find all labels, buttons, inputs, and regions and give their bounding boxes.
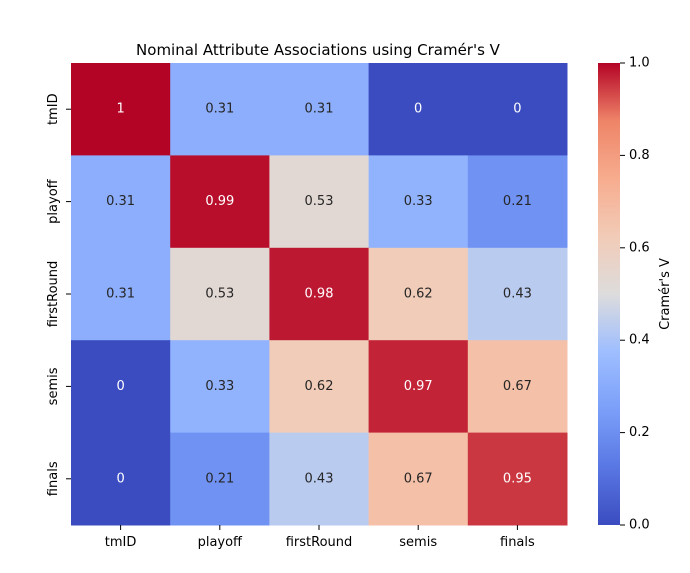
- heatmap-cell: [170, 340, 270, 434]
- cell-value-label: 0.31: [205, 102, 234, 117]
- cell-value-label: 0.53: [205, 287, 234, 302]
- heatmap-cell: [71, 63, 171, 156]
- heatmap-cell: [368, 155, 469, 249]
- cell-value-label: 0.99: [205, 194, 234, 209]
- heatmap-cell: [269, 340, 370, 434]
- colorbar-tick-label: 0.4: [629, 333, 650, 348]
- cell-value-label: 0.62: [305, 379, 334, 394]
- cell-value-label: 0.67: [404, 471, 433, 486]
- colorbar-label: Cramér's V: [658, 258, 673, 330]
- heatmap-cell: [269, 432, 370, 526]
- chart-title: Nominal Attribute Associations using Cra…: [136, 41, 501, 59]
- heatmap-cell: [71, 340, 171, 434]
- heatmap-cell: [170, 155, 270, 249]
- x-tick-label: finals: [500, 535, 535, 550]
- cell-value-label: 0: [116, 471, 124, 486]
- heatmap-cell: [170, 247, 270, 341]
- heatmap-cell: [467, 247, 568, 341]
- heatmap-cell: [71, 247, 171, 341]
- y-tick-label: firstRound: [46, 261, 61, 328]
- heatmap-cell: [368, 432, 469, 526]
- heatmap-cell: [269, 247, 370, 341]
- colorbar: 0.0 0.2 0.4 0.6 0.8 1.0: [598, 56, 650, 533]
- x-tick-label: playoff: [198, 535, 243, 550]
- colorbar-gradient: [598, 63, 620, 525]
- colorbar-tick-label: 0.2: [629, 425, 650, 440]
- cell-value-label: 1: [116, 102, 124, 117]
- y-tick-label: semis: [46, 367, 61, 405]
- x-tick-label: tmID: [105, 535, 137, 550]
- heatmap-cell: [467, 340, 568, 434]
- heatmap-cell: [170, 63, 270, 156]
- cell-value-label: 0.31: [305, 102, 334, 117]
- cell-value-label: 0.33: [205, 379, 234, 394]
- x-tick-label: firstRound: [286, 535, 353, 550]
- heatmap-cell: [368, 247, 469, 341]
- cell-value-label: 0.33: [404, 194, 433, 209]
- y-tick-label: tmID: [46, 93, 61, 125]
- cell-value-label: 0.43: [503, 287, 532, 302]
- heatmap-cells: 1 0.31 0.31 0 0 0.31 0.99 0.53 0.33 0.21 0.31 0.53 0…: [71, 63, 568, 526]
- heatmap-cell: [467, 63, 568, 156]
- cell-value-label: 0: [513, 102, 521, 117]
- cell-value-label: 0.62: [404, 287, 433, 302]
- heatmap-cell: [71, 155, 171, 249]
- y-tick-label: finals: [46, 461, 61, 496]
- cell-value-label: 0.21: [503, 194, 532, 209]
- colorbar-tick-label: 1.0: [629, 56, 650, 71]
- x-tick-label: semis: [399, 535, 437, 550]
- cell-value-label: 0.43: [305, 471, 334, 486]
- y-axis: tmID playoff firstRound semis finals: [46, 93, 71, 496]
- colorbar-tick-label: 0.6: [629, 240, 650, 255]
- heatmap-cell: [467, 155, 568, 249]
- cell-value-label: 0.21: [205, 471, 234, 486]
- cell-value-label: 0.97: [404, 379, 433, 394]
- colorbar-tick-label: 0.0: [629, 518, 650, 533]
- heatmap-cell: [368, 63, 469, 156]
- cell-value-label: 0.31: [106, 287, 135, 302]
- cell-value-label: 0: [414, 102, 422, 117]
- cell-value-label: 0.95: [503, 471, 532, 486]
- y-tick-label: playoff: [46, 178, 61, 223]
- x-axis: tmID playoff firstRound semis finals: [105, 525, 535, 550]
- heatmap-cell: [269, 63, 370, 156]
- heatmap-cell: [269, 155, 370, 249]
- cell-value-label: 0.31: [106, 194, 135, 209]
- heatmap-cell: [467, 432, 568, 526]
- heatmap-cell: [368, 340, 469, 434]
- cell-value-label: 0.98: [305, 287, 334, 302]
- cell-value-label: 0.53: [305, 194, 334, 209]
- heatmap-cell: [71, 432, 171, 526]
- heatmap-cell: [170, 432, 270, 526]
- colorbar-tick-label: 0.8: [629, 148, 650, 163]
- cell-value-label: 0: [116, 379, 124, 394]
- cell-value-label: 0.67: [503, 379, 532, 394]
